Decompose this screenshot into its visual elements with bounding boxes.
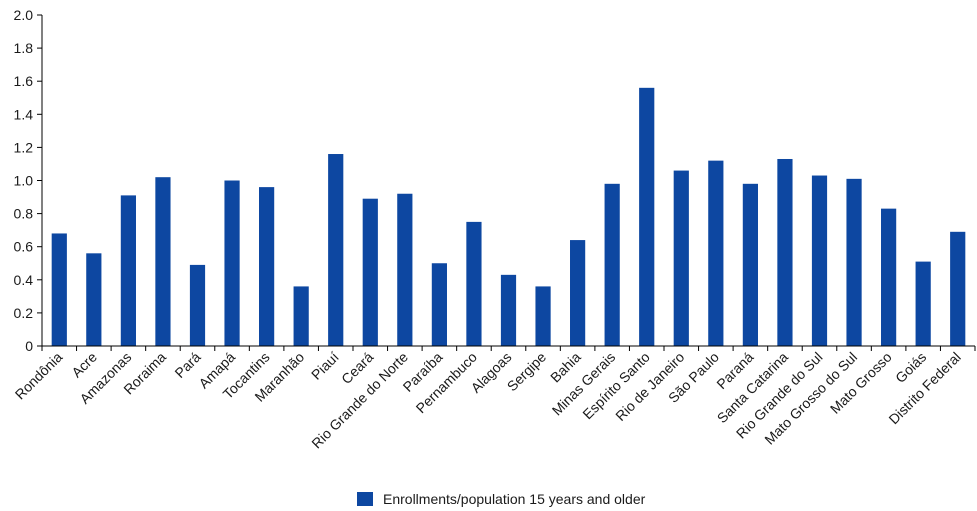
y-axis: 0 0.2 0.4 0.6 0.8 1.0 1.2 1.4 1.6 1.8 2.0	[14, 7, 43, 354]
bar	[881, 208, 897, 346]
x-category-label: Piauí	[308, 349, 342, 383]
bar	[708, 160, 724, 346]
legend-swatch	[357, 492, 373, 506]
y-tick-label: 1.2	[14, 139, 34, 155]
legend-label: Enrollments/population 15 years and olde…	[383, 491, 646, 507]
bar	[950, 231, 966, 346]
bar	[431, 263, 447, 346]
bar	[811, 175, 828, 346]
bar	[120, 195, 136, 346]
y-tick-label: 1.0	[14, 173, 34, 189]
bar	[259, 187, 275, 346]
bar	[742, 183, 758, 346]
y-tick-label: 0.8	[14, 206, 34, 222]
bar	[189, 264, 206, 346]
bar	[328, 154, 344, 346]
x-category-label: Rondônia	[12, 349, 66, 403]
bar	[500, 274, 517, 346]
y-tick-label: 1.4	[14, 106, 34, 122]
bar	[397, 193, 413, 346]
y-tick-label: 0.6	[14, 239, 34, 255]
bar	[915, 261, 931, 346]
bar	[604, 183, 620, 346]
legend: Enrollments/population 15 years and olde…	[357, 491, 646, 507]
y-tick-label: 0.4	[14, 272, 34, 288]
bar	[673, 170, 689, 346]
y-tick-label: 1.8	[14, 40, 34, 56]
bar	[846, 178, 862, 346]
bar	[466, 221, 482, 347]
bar	[224, 180, 240, 346]
bar	[293, 286, 309, 346]
y-tick-label: 0	[25, 338, 33, 354]
x-category-label: Sergipe	[504, 349, 550, 395]
y-tick-label: 2.0	[14, 7, 34, 23]
bars	[51, 87, 966, 347]
bar	[639, 87, 655, 346]
bar	[86, 253, 102, 346]
bar	[155, 177, 171, 346]
bar	[535, 286, 551, 346]
y-tick-label: 1.6	[14, 73, 34, 89]
bar	[362, 198, 378, 346]
bar	[51, 233, 67, 346]
bar	[570, 240, 586, 346]
y-tick-label: 0.2	[14, 305, 34, 321]
bar	[777, 158, 793, 346]
